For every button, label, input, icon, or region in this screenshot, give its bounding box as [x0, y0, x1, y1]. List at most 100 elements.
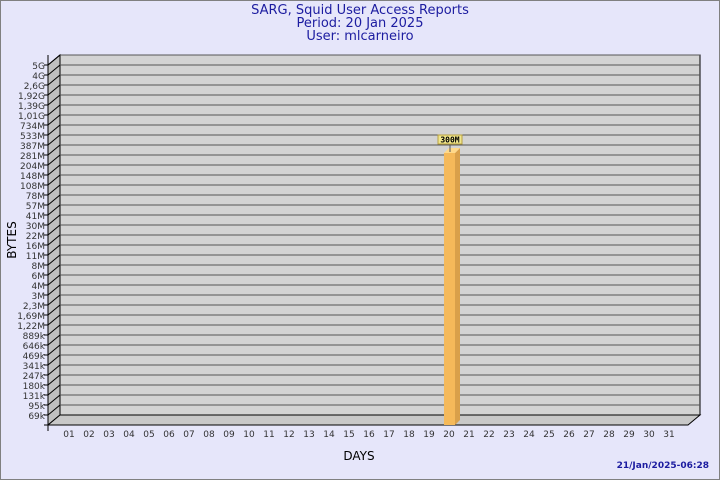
grid-diagonal: [47, 104, 61, 116]
bar-data-label: 300M: [440, 135, 459, 144]
x-tick-label: 16: [363, 430, 375, 440]
y-tick-label: 148M: [20, 172, 45, 182]
x-tick-label: 08: [203, 430, 215, 440]
y-tick-label: 180k: [23, 382, 46, 392]
x-tick-label: 15: [343, 430, 354, 440]
y-tick-label: 281M: [20, 152, 45, 162]
y-tick-label: 469k: [23, 352, 46, 362]
x-tick-label: 14: [323, 430, 335, 440]
y-tick-label: 95k: [28, 402, 45, 412]
grid-diagonal: [47, 224, 61, 236]
x-tick-label: 19: [423, 430, 435, 440]
y-tick-label: 8M: [32, 262, 46, 272]
y-tick-label: 2,6G: [24, 82, 45, 92]
y-tick-label: 734M: [20, 122, 45, 132]
x-tick-label: 13: [303, 430, 314, 440]
grid-diagonal: [47, 284, 61, 296]
x-tick-label: 09: [223, 430, 235, 440]
grid-diagonal: [47, 384, 61, 396]
y-tick-label: 2,3M: [23, 302, 45, 312]
x-tick-label: 12: [283, 430, 294, 440]
y-tick-label: 1,01G: [18, 112, 45, 122]
grid-diagonal: [47, 154, 61, 166]
y-tick-label: 341k: [23, 362, 46, 372]
grid-diagonal: [47, 214, 61, 226]
y-tick-label: 204M: [20, 162, 45, 172]
bar-side: [455, 147, 460, 425]
grid-diagonal: [47, 74, 61, 86]
y-tick-label: 4G: [32, 72, 45, 82]
y-tick-label: 3M: [32, 292, 46, 302]
bar-front: [444, 152, 455, 425]
x-tick-label: 28: [603, 430, 615, 440]
x-axis-title: DAYS: [343, 449, 374, 463]
y-tick-label: 6M: [32, 272, 46, 282]
grid-diagonal: [47, 174, 61, 186]
grid-diagonal: [47, 264, 61, 276]
x-tick-label: 02: [83, 430, 94, 440]
x-tick-label: 22: [483, 430, 494, 440]
y-tick-label: 30M: [26, 222, 45, 232]
grid-diagonal: [47, 404, 61, 416]
x-tick-label: 11: [263, 430, 274, 440]
y-tick-label: 5G: [32, 62, 45, 72]
grid-diagonal: [47, 144, 61, 156]
y-tick-label: 16M: [26, 242, 45, 252]
y-tick-label: 247k: [23, 372, 46, 382]
grid-diagonal: [47, 334, 61, 346]
x-tick-label: 25: [543, 430, 554, 440]
x-tick-label: 21: [463, 430, 474, 440]
y-tick-label: 646k: [23, 342, 46, 352]
x-tick-label: 06: [163, 430, 175, 440]
y-tick-label: 57M: [26, 202, 45, 212]
grid-diagonal: [47, 54, 61, 66]
x-tick-label: 31: [663, 430, 674, 440]
grid-diagonal: [47, 324, 61, 336]
y-tick-label: 1,39G: [18, 102, 45, 112]
y-axis-title: BYTES: [5, 221, 19, 258]
x-tick-label: 20: [443, 430, 455, 440]
grid-diagonal: [47, 94, 61, 106]
grid-diagonal: [47, 164, 61, 176]
grid-diagonal: [47, 124, 61, 136]
grid-diagonal: [47, 304, 61, 316]
y-tick-label: 11M: [26, 252, 45, 262]
x-tick-label: 27: [583, 430, 594, 440]
grid-diagonal: [47, 394, 61, 406]
grid-diagonal: [47, 184, 61, 196]
x-tick-label: 23: [503, 430, 514, 440]
x-tick-label: 29: [623, 430, 635, 440]
chart-user: User: mlcarneiro: [306, 29, 414, 44]
y-tick-label: 387M: [20, 142, 45, 152]
y-tick-label: 1,69M: [17, 312, 45, 322]
grid-diagonal: [47, 134, 61, 146]
grid-diagonal: [47, 344, 61, 356]
grid-diagonal: [47, 254, 61, 266]
x-tick-label: 07: [183, 430, 194, 440]
grid-diagonal: [47, 234, 61, 246]
plot-floor: [46, 414, 702, 426]
chart-title: SARG, Squid User Access Reports: [251, 3, 469, 18]
x-tick-label: 17: [383, 430, 394, 440]
y-tick-label: 108M: [20, 182, 45, 192]
grid-diagonal: [47, 364, 61, 376]
x-tick-label: 05: [143, 430, 154, 440]
x-tick-label: 04: [123, 430, 135, 440]
y-tick-label: 69k: [28, 412, 45, 422]
grid-diagonal: [47, 274, 61, 286]
timestamp: 21/Jan/2025-06:28: [616, 461, 709, 471]
y-tick-label: 889k: [23, 332, 46, 342]
grid-diagonal: [47, 114, 61, 126]
x-tick-label: 18: [403, 430, 415, 440]
x-tick-label: 03: [103, 430, 114, 440]
y-tick-label: 131k: [23, 392, 46, 402]
grid-diagonal: [47, 84, 61, 96]
y-tick-label: 1,92G: [18, 92, 45, 102]
y-tick-label: 41M: [26, 212, 45, 222]
y-tick-label: 78M: [26, 192, 45, 202]
y-tick-label: 22M: [26, 232, 45, 242]
x-tick-label: 10: [243, 430, 255, 440]
bar-top: [444, 147, 460, 153]
y-tick-label: 533M: [20, 132, 45, 142]
